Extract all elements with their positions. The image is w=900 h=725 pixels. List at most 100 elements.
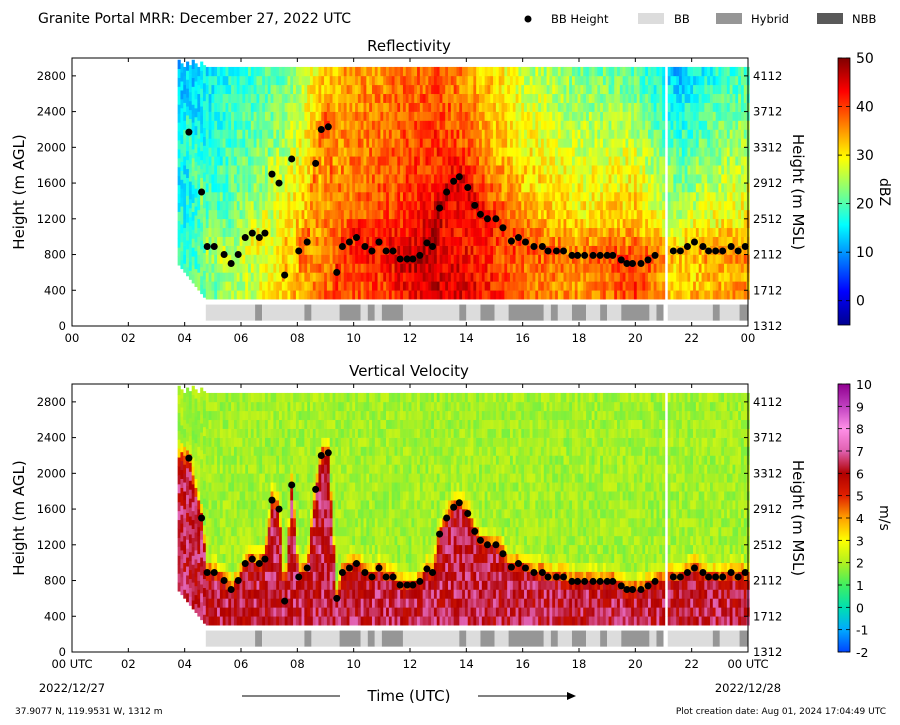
field-cell xyxy=(524,129,528,139)
field-cell xyxy=(191,211,195,221)
field-cell xyxy=(436,93,440,103)
field-cell xyxy=(377,174,381,184)
field-cell xyxy=(363,227,367,237)
field-cell xyxy=(281,93,285,103)
field-cell xyxy=(388,102,392,112)
field-cell xyxy=(439,209,443,220)
field-cell xyxy=(605,111,609,121)
field-cell xyxy=(335,93,339,103)
field-cell xyxy=(397,138,401,148)
field-cell xyxy=(318,263,322,273)
field-cell xyxy=(470,272,474,282)
field-cell xyxy=(307,102,311,112)
field-cell xyxy=(248,138,252,148)
field-cell xyxy=(391,102,395,112)
field-cell xyxy=(540,209,545,220)
field-cell xyxy=(648,129,652,139)
field-cell xyxy=(366,236,370,246)
field-cell xyxy=(253,120,257,130)
field-cell xyxy=(591,272,595,282)
field-cell xyxy=(571,218,576,229)
field-cell xyxy=(605,192,609,202)
field-cell xyxy=(248,272,252,282)
field-cell xyxy=(580,263,584,273)
field-cell xyxy=(676,209,680,220)
field-cell xyxy=(304,174,308,184)
field-cell xyxy=(276,102,280,112)
field-cell xyxy=(349,102,353,112)
field-cell xyxy=(340,263,345,273)
field-cell xyxy=(394,227,398,237)
field-cell xyxy=(538,183,542,193)
field-cell xyxy=(600,156,604,166)
field-cell xyxy=(698,254,702,264)
field-cell xyxy=(397,263,401,273)
field-cell xyxy=(676,281,680,291)
field-cell xyxy=(239,120,243,130)
field-cell xyxy=(352,263,356,273)
field-cell xyxy=(417,147,421,157)
field-cell xyxy=(200,115,204,125)
field-cell xyxy=(650,147,654,157)
field-cell xyxy=(422,183,426,193)
field-cell xyxy=(709,129,714,139)
field-cell xyxy=(329,66,333,77)
field-cell xyxy=(301,93,305,103)
field-cell xyxy=(515,290,519,300)
field-cell xyxy=(279,165,283,175)
field-cell xyxy=(346,120,350,130)
field-cell xyxy=(428,93,432,103)
field-cell xyxy=(338,272,342,282)
field-cell xyxy=(574,75,578,86)
field-cell xyxy=(177,247,181,257)
field-cell xyxy=(650,236,654,246)
field-cell xyxy=(670,254,674,264)
field-cell xyxy=(411,192,415,202)
field-cell xyxy=(259,290,263,300)
field-cell xyxy=(295,156,300,166)
field-cell xyxy=(481,165,485,175)
field-cell xyxy=(355,75,359,86)
field-cell xyxy=(293,183,297,193)
field-cell xyxy=(371,218,376,229)
field-cell xyxy=(262,209,266,220)
field-cell xyxy=(715,138,719,148)
field-cell xyxy=(656,147,660,157)
field-cell xyxy=(524,263,528,273)
field-cell xyxy=(538,263,542,273)
field-cell xyxy=(670,84,674,95)
field-cell xyxy=(721,218,725,229)
field-cell xyxy=(602,138,607,148)
field-cell xyxy=(310,111,314,121)
field-cell xyxy=(177,140,181,150)
field-cell xyxy=(656,290,660,300)
field-cell xyxy=(442,147,446,157)
field-cell xyxy=(315,183,319,193)
field-cell xyxy=(602,263,607,273)
field-cell xyxy=(273,75,277,86)
field-cell xyxy=(709,147,714,157)
field-cell xyxy=(186,133,190,143)
field-cell xyxy=(501,174,505,184)
field-cell xyxy=(650,75,654,86)
field-cell xyxy=(219,209,223,220)
field-cell xyxy=(532,120,536,130)
field-cell xyxy=(678,66,683,77)
field-cell xyxy=(515,263,519,273)
field-cell xyxy=(673,281,677,291)
field-cell xyxy=(512,200,516,211)
field-cell xyxy=(509,209,514,220)
field-cell xyxy=(467,66,471,77)
field-cell xyxy=(555,192,559,202)
field-cell xyxy=(414,111,418,121)
field-cell xyxy=(464,254,469,264)
field-cell xyxy=(698,93,702,103)
field-cell xyxy=(698,66,702,77)
field-cell xyxy=(200,70,204,80)
field-cell xyxy=(324,66,328,77)
field-cell xyxy=(557,66,561,77)
field-cell xyxy=(433,200,438,211)
field-cell xyxy=(273,209,277,220)
field-cell xyxy=(228,272,232,282)
field-cell xyxy=(264,254,269,264)
